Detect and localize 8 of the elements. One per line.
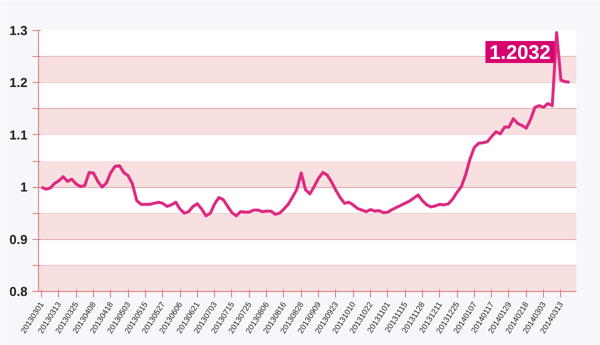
y-tick-label: 1.2: [9, 75, 28, 90]
annotation: 1.2032: [489, 42, 551, 64]
y-tick-label: 1: [20, 180, 28, 195]
y-tick-label: 0.8: [9, 284, 28, 299]
y-tick-label: 0.9: [9, 232, 28, 247]
line-series: [40, 31, 572, 218]
y-tick-label: 1.1: [9, 127, 28, 142]
y-tick-label: 1.3: [9, 23, 28, 38]
